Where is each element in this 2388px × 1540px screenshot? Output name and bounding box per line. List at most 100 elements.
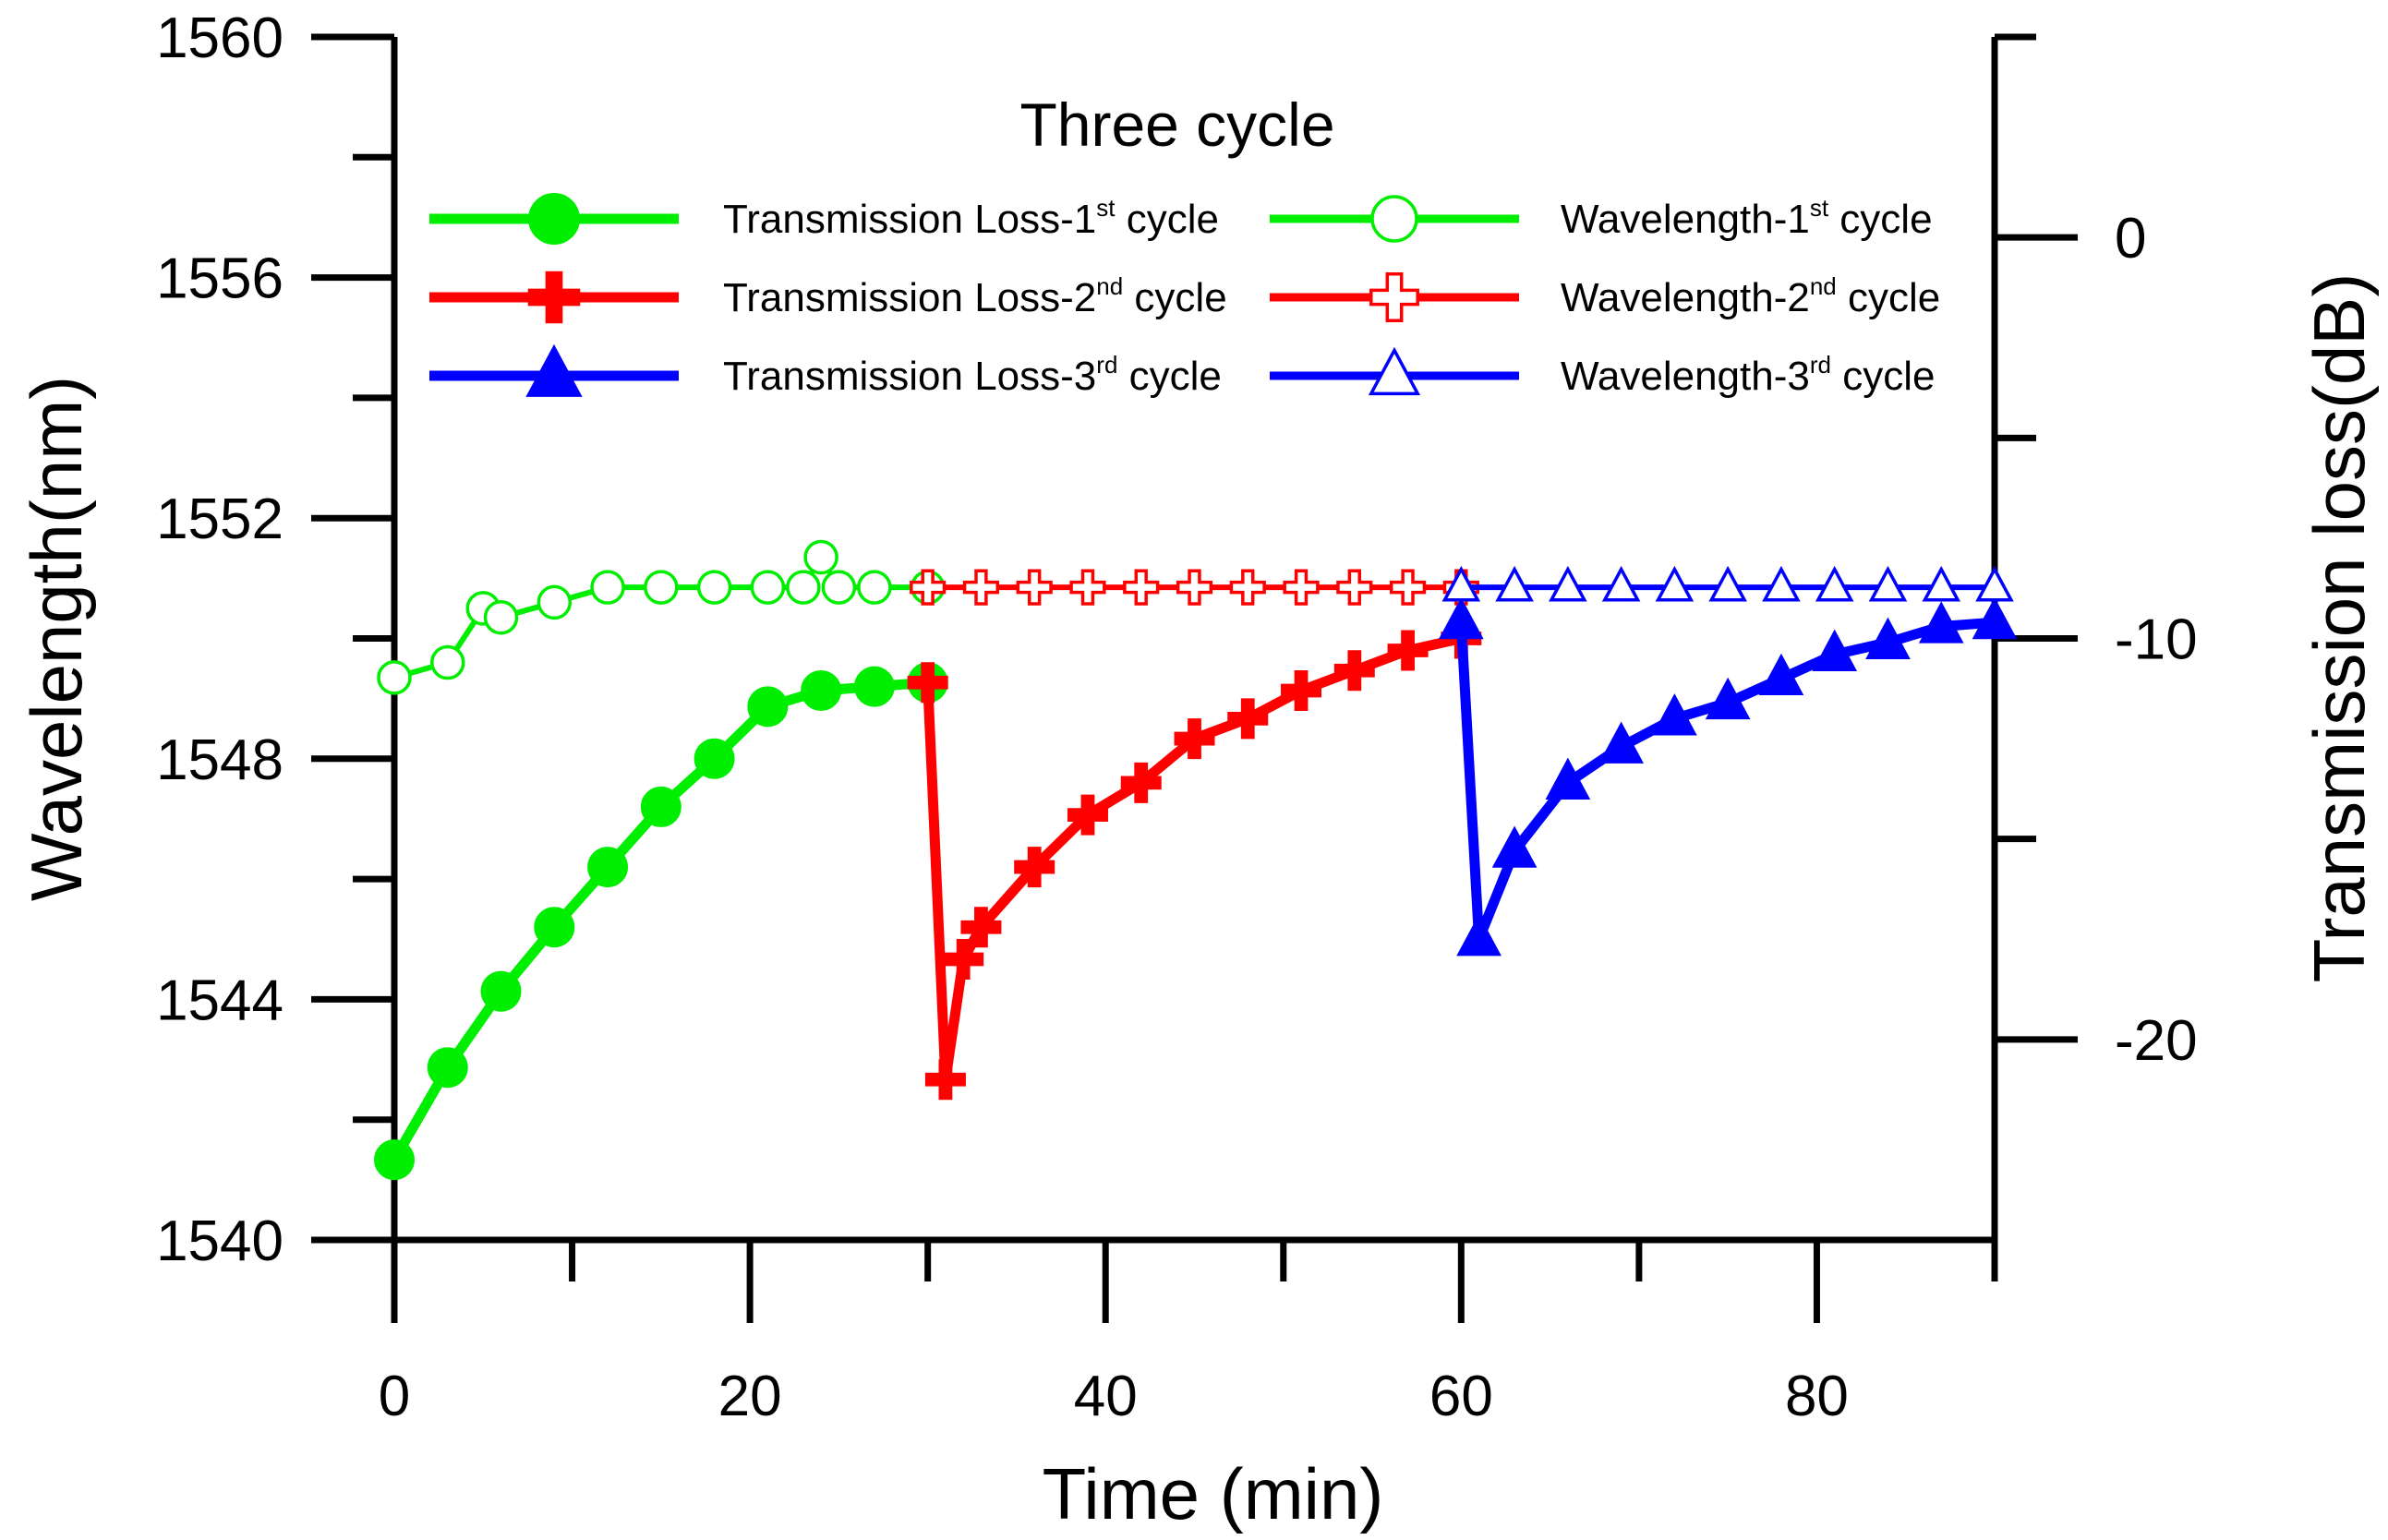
legend-label-base: Wavelength-3: [1561, 354, 1810, 399]
data-point: [924, 1059, 966, 1101]
data-point: [1336, 569, 1373, 606]
data-point: [537, 584, 573, 620]
data-point: [1387, 630, 1429, 671]
left-y-tick-label: 1556: [156, 247, 283, 311]
x-tick-label: 40: [1074, 1365, 1138, 1428]
data-point: [1067, 794, 1108, 836]
data-point: [907, 662, 948, 704]
x-tick-label: 80: [1785, 1365, 1849, 1428]
legend-item-1: Wavelength-1st cycle: [1270, 194, 1933, 243]
series-4: [1438, 596, 2018, 956]
data-point: [480, 970, 522, 1012]
x-axis-title: Time (min): [1043, 1453, 1384, 1534]
data-point: [1652, 693, 1697, 736]
right-y-tick-label: -20: [2115, 1009, 2198, 1073]
data-point: [1438, 596, 1484, 640]
series-line: [923, 633, 1466, 1085]
legend-item-4: Transmission Loss-3rd cycle: [429, 343, 1222, 399]
data-point: [1174, 718, 1215, 760]
data-point: [962, 569, 1000, 606]
data-point: [1655, 565, 1695, 602]
data-point: [750, 570, 786, 605]
data-point: [1865, 617, 1911, 659]
data-point: [1812, 629, 1858, 671]
left-y-axis-title: Wavelength(nm): [16, 376, 97, 901]
legend-label: Transmission Loss-2nd cycle: [723, 272, 1227, 320]
data-point: [430, 644, 465, 680]
data-point: [1441, 565, 1481, 602]
data-point: [1333, 650, 1375, 692]
data-point: [857, 570, 892, 605]
right-y-tick-label: -10: [2115, 608, 2198, 672]
legend-item-5: Wavelength-3rd cycle: [1270, 346, 1935, 399]
data-point: [1120, 762, 1162, 803]
data-point: [1456, 914, 1502, 956]
data-point: [1229, 569, 1266, 606]
data-point: [853, 666, 895, 707]
legend-item-3: Wavelength-2nd cycle: [1270, 272, 1940, 322]
data-point: [1491, 825, 1538, 868]
legend-label-tail: cycle: [1116, 197, 1219, 242]
data-point: [960, 907, 1002, 948]
data-point: [644, 570, 679, 605]
data-point: [801, 669, 842, 711]
data-point: [1598, 721, 1644, 764]
legend-item-0: Transmission Loss-1st cycle: [429, 193, 1219, 245]
legend-marker: [527, 271, 581, 324]
legend-label-base: Transmission Loss-2: [723, 275, 1096, 320]
legend-label: Transmission Loss-1st cycle: [723, 194, 1219, 242]
data-point: [1389, 569, 1427, 606]
data-point: [1601, 565, 1641, 602]
data-point: [910, 569, 947, 606]
data-point: [1549, 565, 1587, 602]
data-point: [1762, 565, 1801, 602]
legend-label-tail: cycle: [1117, 354, 1221, 399]
data-point: [377, 660, 412, 695]
legend-marker: [525, 343, 583, 397]
data-point: [1972, 596, 2018, 640]
series-2: [907, 618, 1482, 1101]
data-point: [1227, 698, 1269, 740]
legend-title: Three cycle: [1019, 90, 1334, 159]
left-y-tick-label: 1540: [156, 1209, 283, 1273]
x-tick-label: 0: [379, 1365, 410, 1428]
data-point: [1708, 565, 1747, 602]
series-group: [374, 539, 2018, 1181]
right-y-axis-title: Transmission loss(dB): [2298, 273, 2380, 983]
series-5: [1441, 565, 2014, 602]
data-point: [640, 786, 681, 827]
data-point: [821, 570, 857, 605]
legend-label-tail: cycle: [1831, 354, 1935, 399]
data-point: [1069, 569, 1106, 606]
legend-label-tail: cycle: [1123, 275, 1226, 320]
data-point: [1014, 847, 1055, 888]
data-point: [786, 570, 821, 605]
right-y-tick-label: 0: [2115, 207, 2146, 271]
legend-label-superscript: rd: [1096, 351, 1117, 379]
series-line: [389, 677, 934, 1165]
legend-label-base: Transmission Loss-1: [723, 197, 1096, 242]
legend-marker: [1369, 272, 1419, 322]
data-point: [1868, 565, 1908, 602]
legend-label-superscript: st: [1810, 194, 1829, 222]
data-point: [943, 938, 984, 980]
legend-label-superscript: rd: [1810, 351, 1831, 379]
series-1: [377, 539, 946, 695]
legend-marker: [1370, 195, 1418, 243]
series-3: [910, 569, 1479, 606]
data-point: [1495, 565, 1534, 602]
data-point: [1922, 565, 1961, 602]
legend-item-2: Transmission Loss-2nd cycle: [429, 271, 1227, 324]
legend-label-base: Wavelength-2: [1561, 275, 1810, 320]
data-point: [1975, 565, 2014, 602]
legend-marker: [528, 193, 580, 245]
data-point: [587, 847, 629, 888]
axes-group: 0 20 40 60 80 1540 1544 1548 1552 1556 1560 -20 -10 0…: [16, 6, 2380, 1534]
legend-label-tail: cycle: [1837, 275, 1940, 320]
legend-label-tail: cycle: [1828, 197, 1932, 242]
legend-label-superscript: nd: [1810, 272, 1837, 300]
data-point: [696, 570, 732, 605]
